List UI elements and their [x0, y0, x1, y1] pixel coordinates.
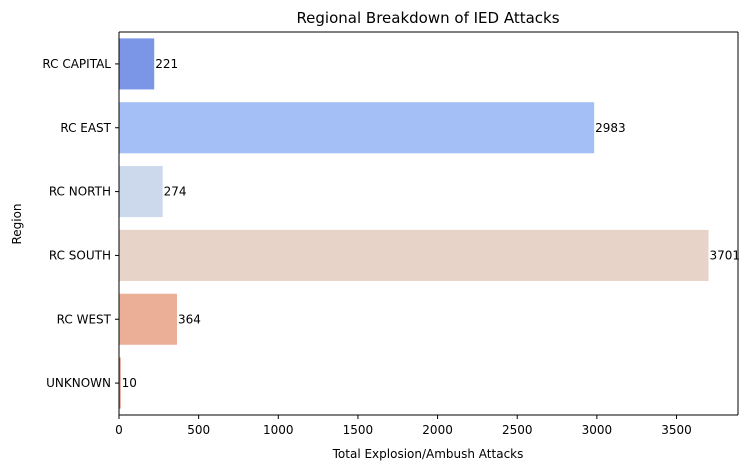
y-axis-ticks: RC CAPITAL RC EAST RC NORTH RC SOUTH RC WEST…	[42, 57, 119, 390]
x-tick-label-2500: 2500	[502, 423, 533, 437]
x-tick-label-0: 0	[115, 423, 123, 437]
x-tick-label-3000: 3000	[582, 423, 613, 437]
y-tick-label-unknown: UNKNOWN	[46, 376, 111, 390]
x-tick-label-2000: 2000	[422, 423, 453, 437]
bar-unknown	[119, 357, 121, 409]
data-label-rc-capital: 221	[155, 57, 178, 71]
y-tick-label-rc-east: RC EAST	[60, 121, 111, 135]
bar-rc-east	[119, 102, 595, 154]
data-label-rc-west: 364	[178, 312, 201, 326]
x-tick-label-1000: 1000	[263, 423, 294, 437]
x-axis-ticks: 0 500 1000 1500 2000 2500 3000 3500	[115, 415, 692, 437]
bar-rc-south	[119, 229, 709, 281]
x-axis-label: Total Explosion/Ambush Attacks	[332, 447, 524, 461]
axes-frame	[118, 31, 739, 416]
bar-rc-capital	[119, 38, 155, 90]
y-tick-label-rc-south: RC SOUTH	[49, 248, 111, 262]
y-tick-label-rc-capital: RC CAPITAL	[42, 57, 111, 71]
chart-title: Regional Breakdown of IED Attacks	[296, 9, 559, 27]
y-tick-label-rc-west: RC WEST	[57, 312, 112, 326]
y-axis-label: Region	[10, 203, 24, 244]
data-labels-group: 221 2983 274 3701 364 10	[122, 57, 740, 390]
data-label-rc-east: 2983	[595, 121, 626, 135]
x-tick-label-3500: 3500	[661, 423, 692, 437]
data-label-rc-north: 274	[164, 185, 187, 199]
data-label-rc-south: 3701	[710, 248, 741, 262]
x-tick-label-500: 500	[187, 423, 210, 437]
bar-rc-north	[119, 166, 163, 218]
bars-group	[119, 38, 709, 409]
y-tick-label-rc-north: RC NORTH	[49, 185, 111, 199]
bar-rc-west	[119, 293, 177, 345]
x-tick-label-1500: 1500	[343, 423, 374, 437]
data-label-unknown: 10	[122, 376, 137, 390]
